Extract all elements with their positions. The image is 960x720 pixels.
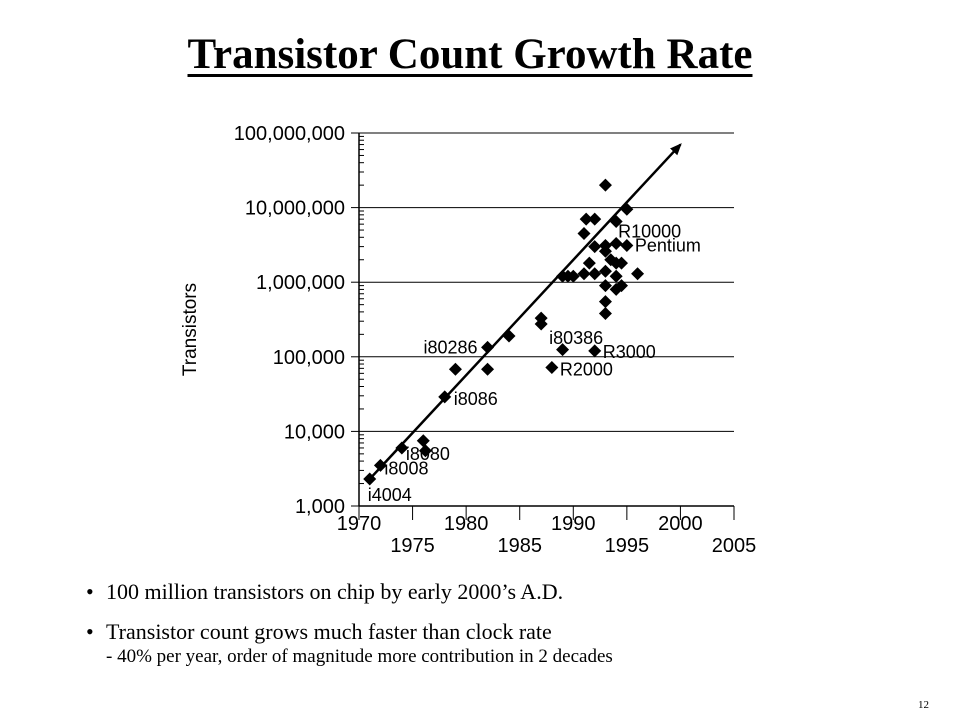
point-label: i80286 <box>424 337 478 357</box>
data-point <box>598 295 612 309</box>
x-tick-label: 1990 <box>551 513 596 535</box>
data-point <box>556 343 570 357</box>
bullet-2: • Transistor count grows much faster than… <box>86 618 926 646</box>
bullet-1: • 100 million transistors on chip by earl… <box>86 578 926 606</box>
data-point <box>545 360 559 374</box>
data-point <box>577 226 591 240</box>
data-point <box>609 215 623 229</box>
x-tick-label: 1975 <box>390 535 435 557</box>
axes <box>351 132 735 520</box>
x-tick-label: 1980 <box>444 513 489 535</box>
data-point <box>609 269 623 283</box>
data-point <box>615 279 628 293</box>
data-point <box>620 202 634 216</box>
point-label: i8086 <box>454 389 498 409</box>
data-point <box>588 212 602 226</box>
data-point <box>577 267 591 281</box>
point-label: R2000 <box>560 359 613 379</box>
data-point <box>502 329 516 343</box>
data-point <box>615 256 628 270</box>
data-point <box>609 237 623 251</box>
data-point <box>373 458 387 472</box>
data-point <box>363 472 377 486</box>
x-tick-labels: 1970 1980 1990 2000 1975 1985 1995 2005 <box>337 513 757 557</box>
point-label: i8080 <box>406 444 450 464</box>
trend-line <box>368 143 682 480</box>
data-points <box>363 178 645 486</box>
point-label: i4004 <box>368 485 412 505</box>
data-point <box>598 279 612 293</box>
data-point <box>579 212 593 226</box>
point-label: i80386 <box>549 328 603 348</box>
data-point <box>598 244 612 258</box>
data-point <box>598 307 612 321</box>
point-label: R10000 <box>618 222 681 242</box>
y-tick-label: 1,000 <box>295 496 345 518</box>
bullet-2-text: Transistor count grows much faster than … <box>106 619 552 644</box>
data-point <box>395 441 409 455</box>
point-label: R3000 <box>603 342 656 362</box>
y-tick-label: 100,000 <box>273 347 345 369</box>
bullet-dot: • <box>86 619 94 644</box>
x-tick-label: 1985 <box>497 535 542 557</box>
data-point <box>631 267 645 281</box>
data-point <box>598 178 612 192</box>
x-tick-label: 1995 <box>605 535 650 557</box>
y-tick-label: 100,000,000 <box>234 123 345 145</box>
point-label: Pentium <box>635 236 701 256</box>
bullet-dot: • <box>86 579 94 604</box>
slide-title: Transistor Count Growth Rate <box>187 31 753 78</box>
y-tick-label: 10,000 <box>284 421 345 443</box>
x-tick-label: 2000 <box>658 513 703 535</box>
data-point <box>588 344 602 358</box>
data-point <box>534 311 548 325</box>
data-point <box>620 239 634 253</box>
data-point <box>448 362 462 376</box>
data-point <box>588 240 602 254</box>
bullet-2-subpoint: - 40% per year, order of magnitude more … <box>106 646 613 667</box>
data-point <box>416 434 430 448</box>
y-tick-label: 1,000,000 <box>256 272 345 294</box>
x-tick-label: 2005 <box>712 535 757 557</box>
x-tick-label: 1970 <box>337 513 382 535</box>
data-point <box>418 444 432 458</box>
data-point <box>438 390 452 404</box>
data-point <box>481 340 495 354</box>
page-number: 12 <box>918 699 929 711</box>
data-point <box>598 264 612 278</box>
trend-line-path <box>368 143 682 480</box>
bullet-1-text: 100 million transistors on chip by early… <box>106 579 564 604</box>
y-tick-labels: 1,000 10,000 100,000 1,000,000 10,000,000 100… <box>234 123 345 518</box>
point-label: i8008 <box>384 458 428 478</box>
data-point <box>566 269 580 283</box>
data-point <box>481 362 495 376</box>
data-point <box>582 256 596 270</box>
y-axis-label: Transistors <box>180 283 201 376</box>
data-point <box>588 267 602 281</box>
y-tick-label: 10,000,000 <box>245 198 345 220</box>
bullet-list: • 100 million transistors on chip by earl… <box>86 578 926 668</box>
